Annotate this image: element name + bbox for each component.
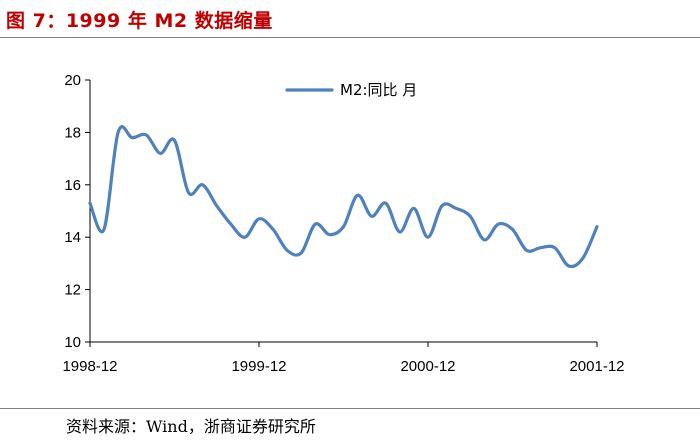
chart-axes	[89, 80, 597, 343]
x-tick-label: 2000-12	[400, 358, 455, 375]
y-tick-label: 12	[64, 282, 81, 299]
y-tick-label: 18	[64, 124, 81, 141]
series-line-m2	[88, 125, 599, 269]
top-rule	[0, 37, 700, 38]
source-note: 资料来源：Wind，浙商证券研究所	[66, 417, 316, 436]
x-tick-label: 1999-12	[231, 358, 286, 375]
series-group	[88, 125, 599, 269]
figure-title: 图 7：1999 年 M2 数据缩量	[6, 10, 273, 32]
y-tick-label: 20	[64, 72, 81, 89]
y-tick-label: 14	[64, 229, 81, 246]
y-tick-label: 10	[64, 334, 81, 351]
y-tick-label: 16	[64, 177, 81, 194]
x-tick-label: 2001-12	[569, 358, 624, 375]
y-axis-ticks: 10 12 14 16 18 20	[64, 72, 90, 351]
bottom-rule	[0, 408, 700, 409]
legend-label: M2:同比 月	[340, 81, 417, 99]
x-axis-ticks: 1998-12 1999-12 2000-12 2001-12	[62, 342, 625, 375]
legend: M2:同比 月	[285, 81, 417, 99]
x-tick-label: 1998-12	[62, 358, 117, 375]
